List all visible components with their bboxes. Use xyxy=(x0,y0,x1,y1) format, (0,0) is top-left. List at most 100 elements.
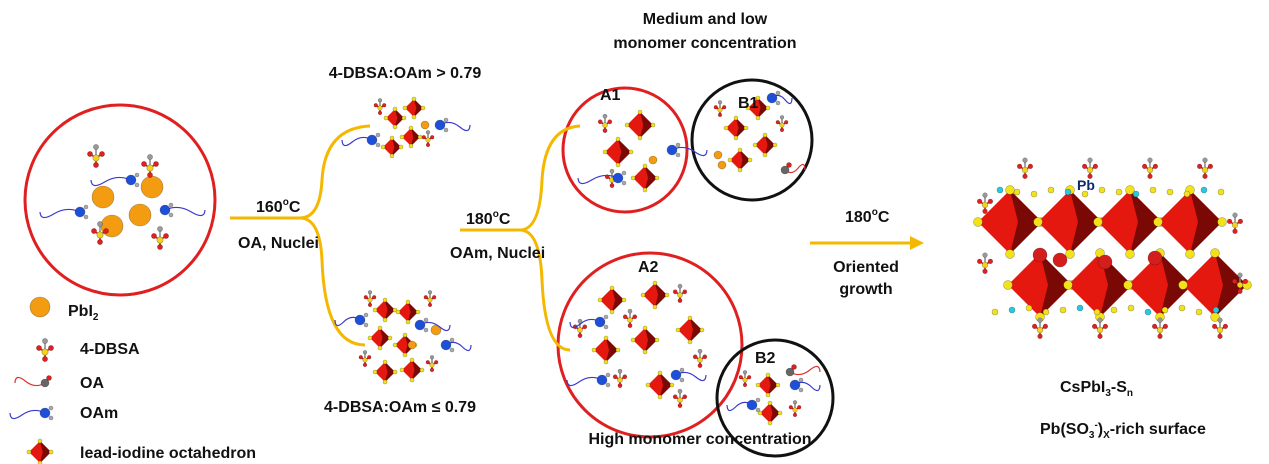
atom xyxy=(630,175,636,181)
atom xyxy=(677,397,683,403)
atom xyxy=(387,335,393,341)
atom xyxy=(1087,173,1093,179)
atom xyxy=(1087,157,1093,163)
atom xyxy=(1065,249,1075,259)
atom xyxy=(1202,173,1208,179)
octahedron-shade xyxy=(385,362,395,382)
atom xyxy=(1102,323,1109,330)
atom xyxy=(375,132,381,138)
atom xyxy=(1183,190,1191,198)
atom xyxy=(401,115,407,121)
atom xyxy=(622,314,628,320)
chain xyxy=(334,316,361,327)
atom xyxy=(577,327,583,333)
atom xyxy=(697,348,703,354)
subscript: 3 xyxy=(1105,388,1111,399)
atom xyxy=(1231,278,1238,285)
atom xyxy=(1005,185,1015,195)
region-title: Medium and low xyxy=(643,11,768,28)
octahedron-shade xyxy=(645,166,657,190)
atom xyxy=(1132,190,1140,198)
condition: OA, Nuclei xyxy=(238,235,319,252)
atom xyxy=(367,302,373,308)
atom xyxy=(1016,163,1023,170)
pbi2 xyxy=(407,340,417,350)
atom xyxy=(1178,304,1186,312)
octahedron-shade xyxy=(660,373,672,397)
atom xyxy=(612,172,624,184)
atom xyxy=(383,115,389,121)
chain xyxy=(9,409,46,420)
atom xyxy=(786,162,792,168)
atom xyxy=(755,382,761,388)
atom xyxy=(1217,317,1223,323)
pbi2 xyxy=(713,150,723,160)
atom xyxy=(382,379,388,385)
atom xyxy=(168,202,174,208)
text: C xyxy=(878,209,890,226)
superscript: o xyxy=(493,209,499,220)
region-label: A2 xyxy=(638,259,659,276)
atom xyxy=(157,244,163,250)
atom xyxy=(377,110,383,116)
atom xyxy=(389,135,395,141)
octahedron-shade xyxy=(612,288,624,312)
legend-label: 4-DBSA xyxy=(80,341,140,358)
text: C xyxy=(499,211,511,228)
atom xyxy=(377,325,383,331)
legend-label: lead-iodine octahedron xyxy=(80,445,256,462)
octahedron-shade xyxy=(1010,190,1042,254)
temperature: 160oC xyxy=(256,197,301,216)
legend-label: OAm xyxy=(80,405,118,422)
atom xyxy=(1097,333,1103,339)
atom xyxy=(1149,186,1157,194)
atom xyxy=(762,152,768,158)
text: PbI xyxy=(68,303,93,320)
octahedron-shade xyxy=(412,360,422,380)
region-label: A1 xyxy=(600,87,621,104)
atom xyxy=(657,370,663,376)
atom xyxy=(687,339,693,345)
pbi2 xyxy=(128,203,152,227)
atom xyxy=(429,362,435,368)
chain xyxy=(90,176,132,187)
atom xyxy=(1144,308,1152,316)
atom xyxy=(1097,254,1113,270)
atom xyxy=(987,198,994,205)
atom xyxy=(449,337,455,343)
atom xyxy=(1032,247,1048,263)
atom xyxy=(432,295,437,300)
atom xyxy=(1157,317,1163,323)
atom-label: Pb xyxy=(1077,177,1095,193)
atom xyxy=(1081,163,1088,170)
atom xyxy=(37,438,43,444)
atom xyxy=(392,124,398,130)
atom xyxy=(1091,323,1098,330)
atom xyxy=(1096,326,1104,334)
atom xyxy=(577,318,583,324)
atom xyxy=(1185,249,1195,259)
octahedron-shade xyxy=(1215,253,1247,317)
atom xyxy=(1081,190,1089,198)
atom xyxy=(430,135,435,140)
octahedron-shade xyxy=(640,112,653,138)
subscript: X xyxy=(1103,430,1110,441)
atom xyxy=(657,394,663,400)
atom xyxy=(1178,280,1188,290)
octahedron-shade xyxy=(395,109,404,127)
atom xyxy=(402,352,408,358)
text: ) xyxy=(1098,421,1103,438)
ratio-label: 4-DBSA:OAm > 0.79 xyxy=(329,65,482,82)
atom xyxy=(449,347,455,353)
chain xyxy=(566,376,603,387)
atom xyxy=(382,297,388,303)
atom xyxy=(675,152,681,158)
atom xyxy=(675,327,681,333)
atom xyxy=(679,367,685,373)
atom xyxy=(399,367,405,373)
atom xyxy=(1127,304,1135,312)
atom xyxy=(93,144,99,150)
atom xyxy=(363,322,369,328)
region-title: monomer concentration xyxy=(613,35,796,52)
text: -rich surface xyxy=(1110,421,1206,438)
